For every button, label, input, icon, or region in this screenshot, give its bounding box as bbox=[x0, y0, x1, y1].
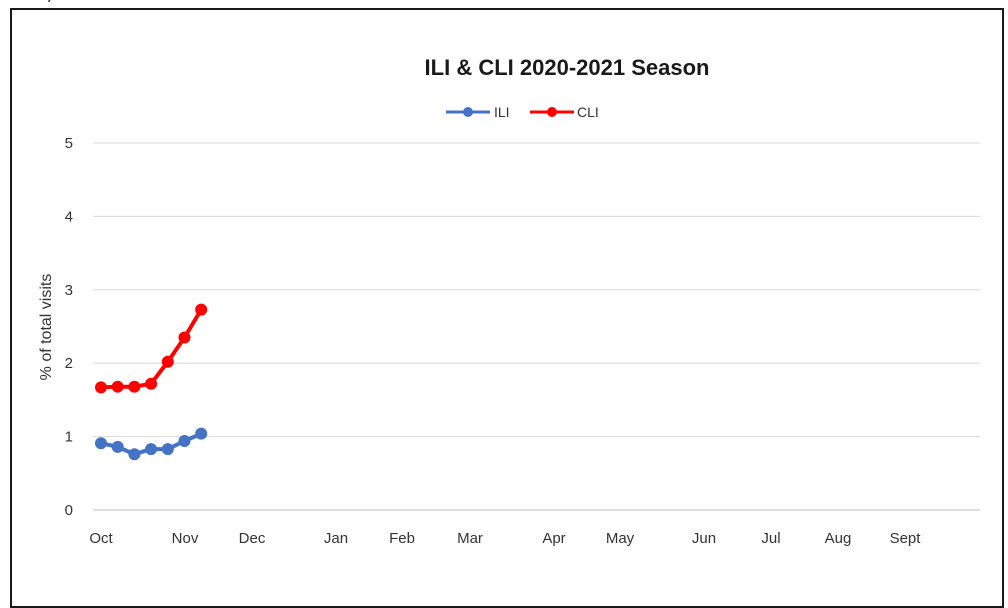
y-tick-label-4: 4 bbox=[65, 208, 73, 225]
y-tick-label-1: 1 bbox=[65, 429, 73, 446]
y-axis-ticks: 0 1 2 3 4 5 bbox=[65, 135, 73, 519]
data-point-cli bbox=[161, 355, 174, 368]
series-layer bbox=[95, 303, 208, 461]
data-point-ili bbox=[161, 443, 174, 456]
x-tick-label-dec: Dec bbox=[239, 530, 266, 547]
x-tick-label-jul: Jul bbox=[761, 530, 780, 547]
legend-item-cli: CLI bbox=[530, 104, 599, 120]
legend-ili-label: ILI bbox=[494, 104, 510, 120]
y-tick-label-3: 3 bbox=[65, 282, 73, 299]
x-axis-ticks: Oct Nov Dec Jan Feb Mar Apr May Jun Jul Aug Sept bbox=[89, 530, 921, 547]
data-point-cli bbox=[195, 303, 208, 316]
data-point-cli bbox=[95, 381, 107, 394]
data-point-cli bbox=[111, 380, 124, 393]
data-point-ili bbox=[145, 443, 158, 456]
legend: ILI CLI bbox=[446, 104, 599, 120]
series-line-cli bbox=[99, 307, 204, 390]
data-point-ili bbox=[95, 437, 107, 450]
line-chart: 0 1 2 3 4 5 Oct Nov Dec Jan Feb Mar Apr May Jun Jul Aug… bbox=[38, 55, 980, 547]
chart-title: ILI & CLI 2020-2021 Season bbox=[425, 55, 710, 80]
data-point-cli bbox=[128, 380, 141, 393]
x-tick-label-jun: Jun bbox=[692, 530, 716, 547]
y-tick-label-5: 5 bbox=[65, 135, 73, 152]
legend-item-ili: ILI bbox=[446, 104, 510, 120]
y-tick-label-0: 0 bbox=[65, 502, 73, 519]
x-tick-label-mar: Mar bbox=[457, 530, 483, 547]
x-tick-label-feb: Feb bbox=[389, 530, 415, 547]
data-point-ili bbox=[195, 427, 208, 440]
legend-cli-marker bbox=[547, 107, 557, 117]
gridlines bbox=[93, 142, 980, 511]
data-point-ili bbox=[111, 440, 124, 453]
y-tick-label-2: 2 bbox=[65, 355, 73, 372]
legend-cli-label: CLI bbox=[577, 104, 599, 120]
legend-ili-marker bbox=[463, 107, 473, 117]
x-tick-label-sept: Sept bbox=[890, 530, 922, 547]
data-point-cli bbox=[178, 331, 191, 344]
x-tick-label-jan: Jan bbox=[324, 530, 348, 547]
chart-frame bbox=[10, 8, 1004, 608]
data-point-cli bbox=[145, 377, 158, 390]
x-tick-label-may: May bbox=[606, 530, 635, 547]
data-point-ili bbox=[128, 448, 141, 461]
data-point-ili bbox=[178, 435, 191, 448]
x-tick-label-aug: Aug bbox=[825, 530, 852, 547]
x-tick-label-apr: Apr bbox=[542, 530, 565, 547]
y-axis-label: % of total visits bbox=[38, 274, 55, 381]
x-tick-label-oct: Oct bbox=[89, 530, 113, 547]
x-tick-label-nov: Nov bbox=[172, 530, 199, 547]
